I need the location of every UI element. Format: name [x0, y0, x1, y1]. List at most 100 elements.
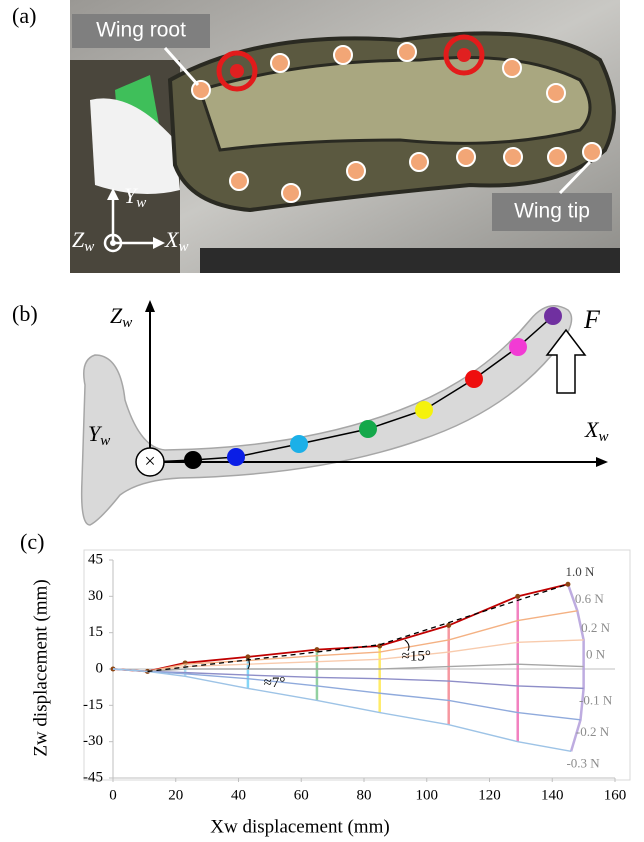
marker: [503, 147, 523, 167]
series-label: -0.1 N: [579, 692, 613, 707]
point: [314, 647, 320, 653]
series-label: -0.3 N: [566, 755, 600, 770]
marker: [547, 147, 567, 167]
marker: [415, 401, 433, 419]
x-tick-label: 120: [478, 787, 501, 803]
reference-line: [379, 583, 569, 646]
marker: [270, 53, 290, 73]
axis-label-main: Z: [110, 303, 123, 328]
angle-arc: [404, 639, 410, 652]
x-axis-title: Xw displacement (mm): [210, 816, 389, 837]
marker: [546, 83, 566, 103]
axis-label-sub: w: [122, 315, 132, 331]
force-label: F: [583, 305, 601, 334]
arrow-head: [107, 188, 119, 200]
photo: Wing root Wing tip Yw Zw Xw: [70, 0, 620, 273]
y-tick-label: 45: [88, 551, 103, 567]
arrow-head: [596, 457, 608, 467]
axis-label-main: X: [584, 417, 600, 442]
ref-ring: [443, 34, 485, 76]
point: [515, 593, 521, 599]
marker: [502, 58, 522, 78]
marker: [184, 451, 202, 469]
marker: [227, 448, 245, 466]
marker: [290, 435, 308, 453]
y-tick-label: 15: [88, 624, 103, 640]
marker: [544, 307, 562, 325]
force-arrow: [545, 328, 587, 394]
axis-label-sub: w: [598, 429, 608, 445]
y-tick-label: -30: [83, 733, 103, 749]
annotation: ≈7°: [264, 675, 286, 691]
series-label: 0.6 N: [575, 591, 605, 606]
markers: [184, 307, 562, 469]
axis-label-main: Y: [88, 421, 103, 446]
point: [245, 654, 251, 660]
axis-label-main: Z: [72, 227, 85, 252]
x-tick-label: 80: [357, 787, 372, 803]
panel-label: (b): [12, 301, 38, 326]
angle-arc: [247, 657, 250, 670]
x-tick-label: 20: [168, 787, 183, 803]
marker: [359, 420, 377, 438]
axis-label: Xw: [164, 227, 188, 255]
leader-line: [558, 160, 592, 195]
marker: [346, 161, 366, 181]
marker: [582, 142, 602, 162]
markers: [191, 42, 602, 203]
axis-origin-dot: [110, 240, 116, 246]
marker: [465, 370, 483, 388]
panel-label: (a): [12, 3, 36, 28]
axis-label: Yw: [124, 183, 146, 211]
marker: [191, 80, 211, 100]
annotation: ≈15°: [402, 648, 431, 664]
axis-label-sub: w: [136, 195, 146, 211]
series-label: 0.2 N: [581, 620, 611, 635]
y-tick-label: -15: [83, 697, 103, 713]
point: [446, 622, 452, 628]
marker: [333, 45, 353, 65]
series-label: 1.0 N: [565, 564, 595, 579]
marker-ref: [457, 48, 471, 62]
wing-root-label: Wing root: [96, 19, 186, 42]
ruler: [200, 248, 620, 273]
diagram: × F Zw Xw Yw: [80, 300, 608, 526]
wing-outline: [80, 305, 573, 526]
y-axis-title: Zw displacement (mm): [30, 579, 51, 756]
series-label: -0.2 N: [576, 724, 610, 739]
series-line: [112, 583, 569, 673]
leader-line: [163, 47, 200, 86]
marker: [509, 338, 527, 356]
reference-line: [147, 644, 380, 673]
axis-label: Zw: [72, 227, 94, 255]
arrow-head: [145, 300, 155, 312]
marker: [456, 147, 476, 167]
x-tick-label: 160: [604, 787, 627, 803]
axis-label: Xw: [584, 417, 608, 445]
axis-label-main: Y: [124, 183, 139, 208]
axis-label-sub: w: [100, 433, 110, 449]
series-line: [112, 668, 584, 690]
wing-tip-label: Wing tip: [514, 200, 590, 223]
marker: [409, 152, 429, 172]
x-tick-label: 40: [231, 787, 246, 803]
y-tick-label: -45: [83, 769, 103, 785]
axis-origin: [103, 233, 123, 253]
tissue: [90, 98, 180, 194]
axis-label: Yw: [88, 421, 110, 449]
axis-label-main: X: [164, 227, 180, 252]
label-box: [492, 193, 612, 231]
axis-label-sub: w: [84, 239, 94, 255]
x-tick-label: 100: [416, 787, 439, 803]
y-tick-label: 30: [88, 588, 103, 604]
wing-feathers: [198, 56, 592, 152]
origin-cross: ×: [144, 451, 155, 473]
axis-origin: [135, 447, 165, 477]
point: [565, 581, 571, 587]
marker: [397, 42, 417, 62]
chart: -45 -30 -15 0 15 30 45 0 20 40 60 80 100 120 140 160 1.0…: [83, 551, 626, 803]
panel-label: (c): [20, 529, 44, 554]
marker-ref: [230, 64, 244, 78]
